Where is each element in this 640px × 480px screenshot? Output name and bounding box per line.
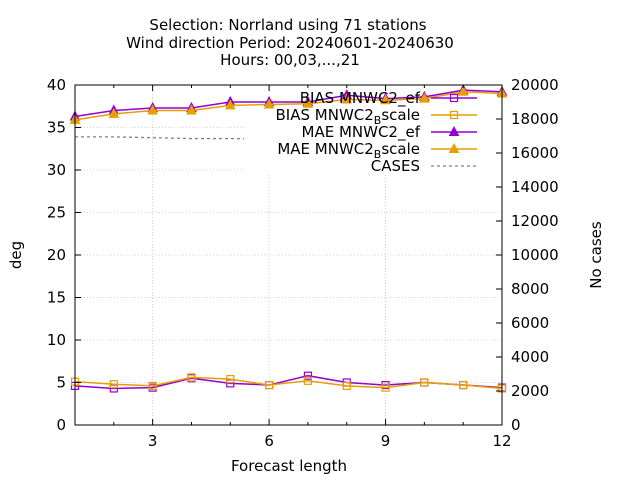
legend-label-4: CASES xyxy=(371,157,420,175)
series-3-point xyxy=(263,98,275,109)
legend-label-1: BIAS MNWC2Bscale xyxy=(276,106,420,127)
y2-tick-label: 2000 xyxy=(511,382,549,400)
series-3-point xyxy=(419,92,430,103)
y-tick-label: 15 xyxy=(47,289,66,307)
series-3-point xyxy=(380,94,391,105)
y-tick-label: 30 xyxy=(47,161,66,179)
legend-marker-1 xyxy=(449,110,459,120)
x-axis-label: Forecast length xyxy=(231,457,347,475)
series-1-point xyxy=(264,380,274,390)
series-1-point xyxy=(381,383,390,392)
y-tick-label: 5 xyxy=(56,374,66,392)
series-3-point xyxy=(147,104,158,115)
y2-tick-label: 6000 xyxy=(511,314,549,332)
x-tick-label: 12 xyxy=(492,432,511,450)
series-1-point xyxy=(303,376,313,385)
y2-tick-label: 12000 xyxy=(511,212,559,230)
y-axis-label: deg xyxy=(7,241,25,269)
legend-label-3: MAE MNWC2Bscale xyxy=(277,140,420,161)
series-1-point xyxy=(342,381,351,390)
y2-tick-label: 10000 xyxy=(511,246,559,264)
y2-tick-label: 18000 xyxy=(511,110,559,128)
series-1-point xyxy=(148,381,157,390)
series-1-point xyxy=(226,375,235,384)
series-line-3 xyxy=(74,91,503,121)
chart-title: Selection: Norrland using 71 stations Wi… xyxy=(126,16,454,69)
legend-label-0: BIAS MNWC2_ef xyxy=(300,89,421,108)
series-line-1 xyxy=(74,376,503,390)
series-line-0 xyxy=(74,374,503,390)
y2-tick-label: 8000 xyxy=(511,280,549,298)
y-tick-label: 25 xyxy=(47,204,66,222)
y2-axis-label: No cases xyxy=(587,221,605,289)
series-line-2 xyxy=(74,89,503,118)
y-tick-label: 35 xyxy=(47,119,66,137)
y-tick-label: 10 xyxy=(47,331,66,349)
y2-tick-label: 14000 xyxy=(511,178,559,196)
y2-tick-label: 0 xyxy=(511,416,521,434)
series-1-point xyxy=(420,378,429,387)
series-1-point xyxy=(187,373,196,382)
legend-marker-3 xyxy=(448,142,460,153)
title-line-1: Selection: Norrland using 71 stations xyxy=(149,16,426,34)
legend-label-2: MAE MNWC2_ef xyxy=(302,123,421,142)
y2-tick-label: 4000 xyxy=(511,348,549,366)
title-line-3: Hours: 00,03,...,21 xyxy=(220,51,360,69)
y2-tick-label: 20000 xyxy=(511,76,559,94)
x-tick-label: 6 xyxy=(264,432,274,450)
series-1-point xyxy=(109,380,118,389)
series-3-point xyxy=(341,93,353,104)
x-tick-label: 3 xyxy=(148,432,158,450)
series-3-point xyxy=(224,99,236,110)
title-line-2: Wind direction Period: 20240601-20240630 xyxy=(126,34,454,52)
series-layer xyxy=(69,84,508,393)
series-3-point xyxy=(302,97,314,108)
legend-marker-0 xyxy=(449,93,459,103)
series-3-point xyxy=(457,85,469,96)
y-tick-label: 20 xyxy=(47,246,66,264)
y-tick-label: 40 xyxy=(47,76,66,94)
legend-marker-2 xyxy=(448,125,460,136)
x-tick-label: 9 xyxy=(381,432,391,450)
series-3-point xyxy=(108,107,120,118)
series-1-point xyxy=(459,380,468,390)
series-3-point xyxy=(186,104,197,115)
y-tick-label: 0 xyxy=(56,416,66,434)
series-0-point xyxy=(303,371,313,380)
y2-tick-label: 16000 xyxy=(511,144,559,162)
